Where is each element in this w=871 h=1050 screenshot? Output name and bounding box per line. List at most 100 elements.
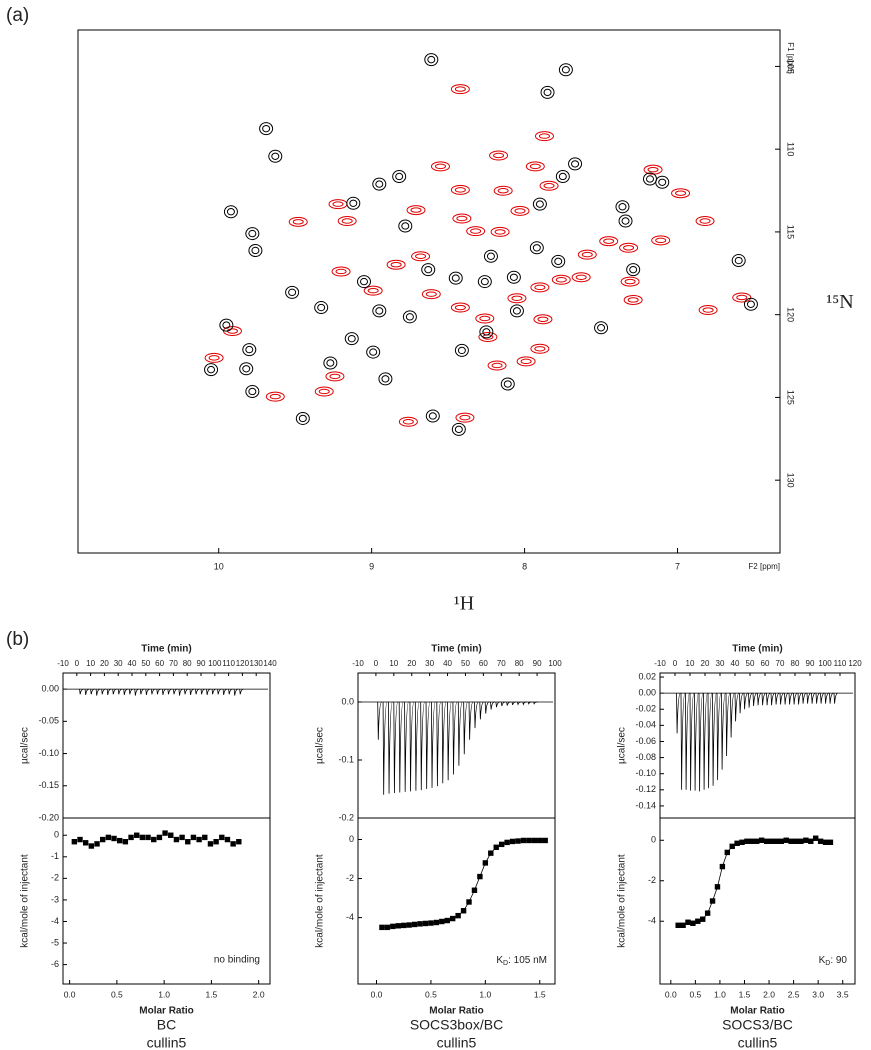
peak-contour-inner: [207, 365, 216, 374]
peak: [219, 318, 234, 332]
peak-contour-inner: [655, 237, 667, 244]
x-tick-label: 2.0: [253, 989, 265, 999]
peak-contour-inner: [434, 163, 446, 170]
peak-contour-inner: [491, 362, 503, 369]
x-tick-label: 120: [236, 659, 250, 668]
data-point: [190, 834, 197, 841]
data-point: [168, 832, 174, 838]
data-point: [460, 908, 467, 914]
injection-peak: [173, 688, 178, 695]
x-tick-label: 0.0: [665, 989, 677, 999]
x-tick-label: 1.5: [739, 989, 751, 999]
peak-contour-inner: [401, 222, 410, 230]
peak-contour-outer: [406, 205, 426, 216]
peak-contour-inner: [459, 414, 471, 421]
peak-contour-outer: [615, 200, 630, 214]
injection-peak: [211, 688, 217, 695]
data-point: [542, 837, 548, 844]
data-point: [704, 910, 711, 916]
peak: [487, 360, 507, 371]
peak-contour-outer: [337, 215, 357, 226]
peak: [539, 180, 559, 191]
peak-contour-outer: [295, 411, 310, 425]
peak-contour-outer: [539, 180, 559, 191]
data-point: [134, 832, 140, 838]
injection-peak: [167, 688, 172, 695]
peak: [239, 362, 254, 376]
peak-contour-inner: [395, 172, 404, 181]
data-point: [455, 912, 461, 919]
y-tick-label: -2: [51, 873, 59, 883]
peak-contour-outer: [454, 343, 469, 357]
injection-peak: [404, 701, 409, 792]
peak-contour-inner: [427, 55, 436, 64]
x-tick-label: 110: [834, 659, 847, 668]
injection-peak: [703, 692, 708, 790]
data-point: [156, 834, 163, 841]
peak-contour-outer: [479, 325, 494, 339]
peak-contour-inner: [509, 273, 518, 281]
y-tick-label: -0.12: [635, 784, 656, 794]
peak-contour-inner: [226, 208, 235, 216]
peak-contour-outer: [430, 161, 450, 172]
y-axis-label: µcal/sec: [20, 727, 31, 764]
injection-peak: [101, 688, 106, 695]
peak-contour-outer: [671, 188, 691, 199]
peak: [325, 371, 345, 382]
data-point: [439, 918, 445, 925]
x-tick-label: 50: [746, 659, 755, 668]
peak-contour-inner: [480, 277, 489, 286]
peak-contour-outer: [490, 226, 510, 237]
data-point: [466, 899, 472, 905]
peak-contour-inner: [543, 183, 555, 189]
peak-contour-outer: [425, 409, 440, 423]
peak-contour-outer: [245, 384, 260, 398]
x-tick-label: 80: [183, 659, 192, 668]
injection-peak: [377, 701, 383, 740]
injection-peak: [468, 701, 474, 740]
y-tick-label: 120: [786, 307, 796, 322]
peak-contour-inner: [736, 294, 748, 301]
data-point: [128, 834, 134, 841]
peak-contour-inner: [341, 218, 353, 224]
peak-contour-inner: [571, 160, 580, 168]
peak: [525, 161, 545, 172]
peak: [506, 270, 521, 284]
peak: [259, 122, 274, 136]
x-tick-label: 9: [369, 561, 374, 571]
peak-contour-inner: [470, 228, 482, 234]
data-point: [395, 923, 401, 929]
peak: [643, 164, 663, 175]
x-tick-label: 100: [548, 659, 562, 668]
data-point: [783, 837, 789, 843]
peak: [516, 356, 536, 367]
data-point: [230, 841, 236, 847]
annotation: KD: 90: [819, 955, 848, 967]
x-tick-label: 0.5: [689, 989, 701, 999]
injection-peak: [748, 692, 753, 708]
injection-peak: [150, 688, 156, 695]
peak-contour-inner: [627, 297, 639, 303]
data-point: [173, 836, 180, 843]
y-tick-label: 0.02: [638, 671, 656, 681]
peak-contour-inner: [248, 229, 257, 238]
peak-contour-outer: [372, 304, 387, 318]
peak: [285, 285, 300, 299]
data-point: [793, 838, 799, 844]
y-tick-label: 115: [786, 225, 796, 239]
peak: [568, 157, 583, 171]
data-point: [515, 838, 521, 844]
injection-peak: [743, 692, 749, 710]
panel-label: (a): [6, 5, 29, 26]
peak-contour-outer: [288, 216, 308, 227]
x-tick-label: 110: [222, 659, 235, 668]
peak-contour-inner: [318, 388, 330, 395]
peak: [509, 304, 524, 318]
plot-frame: [62, 817, 271, 985]
peak: [450, 184, 470, 195]
peak-contour-inner: [486, 252, 495, 260]
peak-contour-outer: [651, 235, 671, 246]
peak-contour-outer: [568, 157, 583, 171]
injection-peak: [517, 701, 522, 706]
